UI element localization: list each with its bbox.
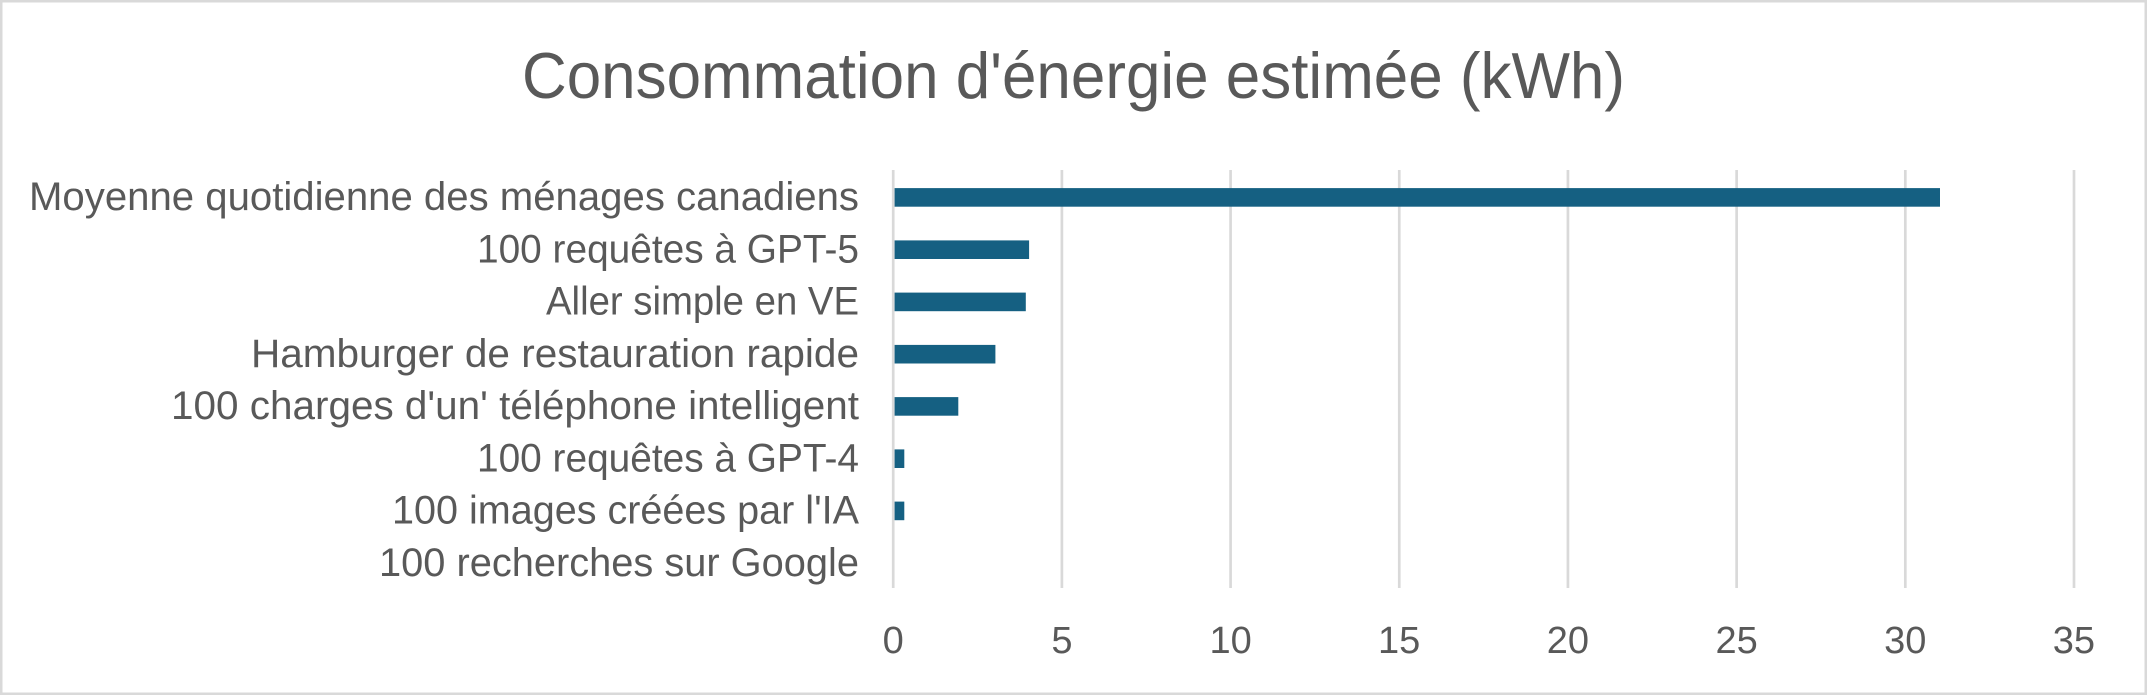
svg-text:100 images créées par l'IA: 100 images créées par l'IA [392, 489, 859, 533]
svg-text:100 recherches sur Google: 100 recherches sur Google [379, 541, 859, 585]
svg-text:Moyenne quotidienne des ménage: Moyenne quotidienne des ménages canadien… [29, 175, 859, 219]
svg-text:5: 5 [1051, 620, 1072, 662]
svg-text:15: 15 [1378, 620, 1420, 662]
svg-text:100 charges d'un' téléphone in: 100 charges d'un' téléphone intelligent [171, 384, 859, 428]
svg-text:100 requêtes à GPT-5: 100 requêtes à GPT-5 [477, 227, 859, 271]
svg-text:10: 10 [1209, 620, 1251, 662]
svg-text:25: 25 [1715, 620, 1757, 662]
svg-text:Aller simple en VE: Aller simple en VE [546, 280, 859, 324]
svg-text:30: 30 [1884, 620, 1926, 662]
svg-text:35: 35 [2053, 620, 2095, 662]
svg-text:100 requêtes à GPT-4: 100 requêtes à GPT-4 [477, 436, 859, 480]
svg-text:0: 0 [883, 620, 904, 662]
svg-text:Consommation d'énergie estimée: Consommation d'énergie estimée (kWh) [522, 39, 1625, 112]
svg-text:20: 20 [1547, 620, 1589, 662]
svg-text:Hamburger de restauration rapi: Hamburger de restauration rapide [251, 332, 859, 376]
